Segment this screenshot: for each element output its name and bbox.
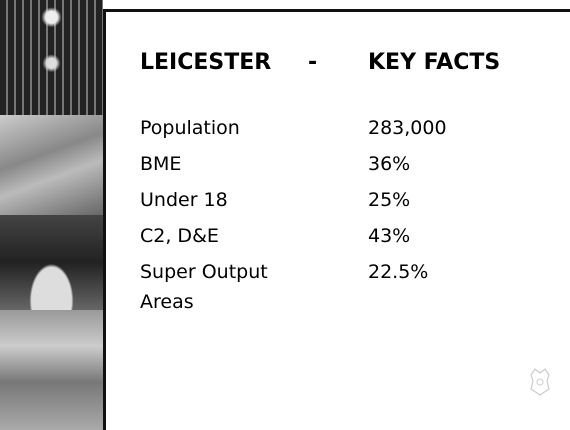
photo-strip <box>0 0 103 430</box>
fact-value: 25% <box>368 185 410 215</box>
fact-label: Under 18 <box>140 185 368 215</box>
photo-bridge <box>0 215 103 310</box>
fact-label: BME <box>140 149 368 179</box>
crest-icon <box>527 367 553 397</box>
left-rule <box>103 9 106 430</box>
photo-building <box>0 115 103 215</box>
fact-value: 36% <box>368 149 410 179</box>
fact-label: Super Output Areas <box>140 257 368 317</box>
top-rule <box>103 9 570 12</box>
fact-label: Population <box>140 113 368 143</box>
photo-street <box>0 310 103 430</box>
fact-value: 43% <box>368 221 410 251</box>
slide: LEICESTER - KEY FACTS Population283,000B… <box>0 0 570 430</box>
title-right: KEY FACTS <box>368 50 500 75</box>
title-left: LEICESTER <box>140 50 271 75</box>
fact-label: C2, D&E <box>140 221 368 251</box>
fact-value: 283,000 <box>368 113 447 143</box>
photo-lights <box>0 0 103 115</box>
fact-value: 22.5% <box>368 257 428 317</box>
title-separator: - <box>308 50 317 75</box>
